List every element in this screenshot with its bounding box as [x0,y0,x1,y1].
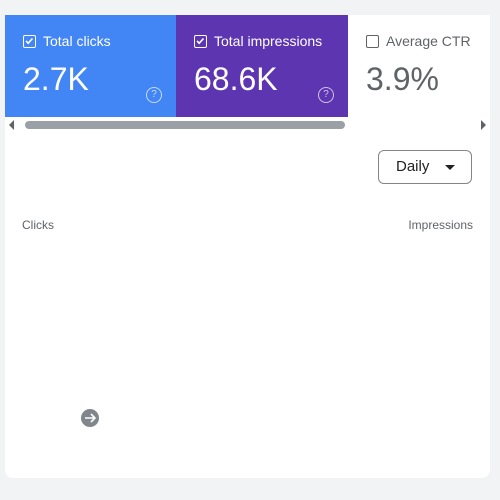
help-icon[interactable]: ? [146,87,162,103]
metric-label: Total clicks [43,33,111,49]
checkbox: 012525037502.5K5K7.5K11/24/2511/30/2512/… [23,34,36,48]
metric-card[interactable]: Average CTR 3.9% [348,15,490,117]
metric-value: 68.6K [194,61,278,97]
metric-header: Total impressions [194,33,348,49]
metric-value: 3.9% [366,61,439,97]
granularity-dropdown[interactable]: Daily [378,150,472,184]
metric-value: 2.7K [23,61,89,97]
checkbox [366,34,379,48]
metric-label: Average CTR [386,33,471,49]
metric-header: 012525037502.5K5K7.5K11/24/2511/30/2512/… [23,33,176,49]
dropdown-label: Daily [396,158,430,175]
metric-label: Total impressions [214,33,323,49]
scrollbar[interactable] [5,117,490,133]
help-icon[interactable]: ? [318,87,334,103]
checkbox [194,34,207,48]
y-axis-label: Clicks [22,218,54,232]
y2-axis-label: Impressions [408,218,473,232]
metric-card[interactable]: 012525037502.5K5K7.5K11/24/2511/30/2512/… [5,15,176,117]
metric-card[interactable]: Total impressions 68.6K? [176,15,348,117]
metric-header: Average CTR [366,33,490,49]
